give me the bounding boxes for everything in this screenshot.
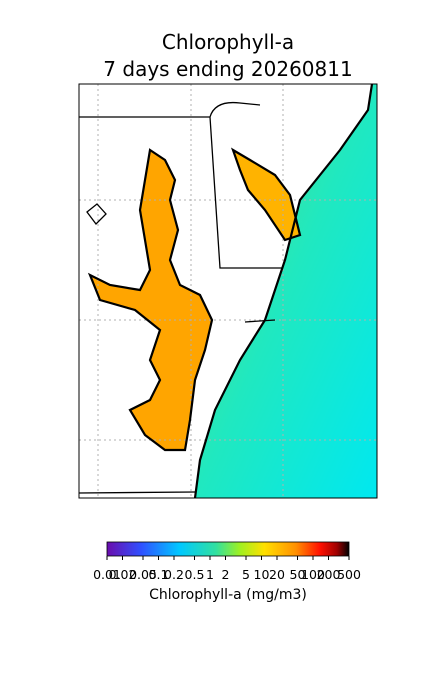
colorbar-tick-label: 50	[290, 567, 306, 582]
title: Chlorophyll-a	[162, 30, 294, 54]
delaware-bay	[233, 150, 300, 240]
colorbar-label: Chlorophyll-a (mg/m3)	[149, 587, 307, 603]
colorbar-tick-label: 20	[269, 567, 285, 582]
map-frame	[78, 83, 378, 499]
chesapeake-bay	[90, 150, 212, 450]
colorbar-tick-label: 0.05	[129, 567, 157, 582]
colorbar-tick-label: 500	[337, 567, 361, 582]
subtitle: 7 days ending 20260811	[103, 57, 352, 81]
colorbar-tick-label: 200	[317, 567, 341, 582]
colorbar-tick-label: 0.2	[164, 567, 184, 582]
map	[79, 84, 377, 498]
state-border	[86, 203, 107, 225]
coastline	[193, 84, 374, 498]
colorbar-tick-label: 2	[222, 567, 230, 582]
colorbar-tick-label: 0.02	[109, 567, 137, 582]
colorbar	[106, 541, 350, 557]
colorbar-tick-label: 100	[301, 567, 325, 582]
colorbar-tick-label: 10	[254, 567, 270, 582]
colorbar-tick-label: 1	[206, 567, 214, 582]
colorbar-tick-label: 0.5	[185, 567, 205, 582]
bay-shore	[87, 147, 302, 452]
colorbar-tick-label: 0.1	[149, 567, 169, 582]
state-border	[79, 101, 283, 494]
colorbar-tick-label: 5	[242, 567, 250, 582]
colorbar-tick-label: 0.01	[93, 567, 121, 582]
ocean	[195, 84, 377, 498]
